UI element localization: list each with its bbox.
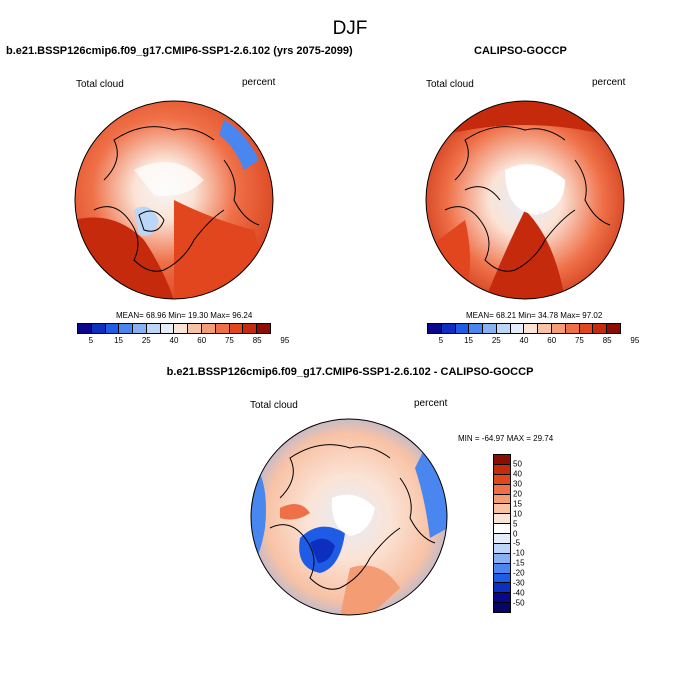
panel3-colorbar-tick-label: 10	[513, 509, 522, 519]
panel1-polar-map	[74, 100, 274, 300]
panel2-colorbar-segment	[455, 324, 470, 333]
panel3-colorbar-tick-label: -15	[513, 558, 525, 568]
panel1-colorbar-ticks: 5 15 25 40 60 75 85 95	[77, 336, 290, 348]
panel2-right-label: percent	[592, 77, 626, 88]
panel1-colorbar-segment	[243, 324, 258, 333]
panel3-colorbar-tick-label: 50	[513, 459, 522, 469]
panel1-colorbar-segment	[160, 324, 175, 333]
panel2-colorbar-tick-label: 25	[491, 336, 501, 345]
panel2-colorbar-segment	[552, 324, 566, 333]
panel2-colorbar-segment	[441, 324, 456, 333]
panel3-colorbar-segment	[494, 603, 510, 612]
panel1-title: b.e21.BSSP126cmip6.f09_g17.CMIP6-SSP1-2.…	[6, 45, 353, 57]
panel1-colorbar-segment	[229, 324, 244, 333]
panel1-colorbar-tick-label: 25	[141, 336, 151, 345]
panel2-title: CALIPSO-GOCCP	[474, 45, 567, 57]
panel1-colorbar-segment	[105, 324, 120, 333]
panel3-colorbar-tick-label: -30	[513, 578, 525, 588]
panel2-colorbar-segment	[496, 324, 511, 333]
panel1-colorbar-segment	[257, 324, 270, 333]
panel1-colorbar-tick-label: 95	[280, 336, 290, 345]
panel1-colorbar-tick-label: 5	[88, 336, 94, 345]
panel2-colorbar-segment	[607, 324, 620, 333]
panel2-colorbar-tick-label: 40	[519, 336, 529, 345]
panel2-colorbar-tick-label: 5	[438, 336, 444, 345]
panel1-colorbar-segment	[91, 324, 106, 333]
panel1-colorbar-tick-label: 85	[252, 336, 262, 345]
panel1-colorbar	[77, 323, 271, 334]
panel2-colorbar-tick-label: 15	[464, 336, 474, 345]
panel3-left-label: Total cloud	[250, 400, 298, 411]
panel1-colorbar-segment	[174, 324, 189, 333]
panel3-colorbar-segment	[494, 464, 510, 475]
panel3-colorbar-tick-label: 40	[513, 469, 522, 479]
panel2-colorbar-segment	[579, 324, 594, 333]
panel2-colorbar-tick-label: 85	[602, 336, 612, 345]
panel2-stats: MEAN= 68.21 Min= 34.78 Max= 97.02	[466, 311, 603, 320]
panel1-colorbar-segment	[188, 324, 203, 333]
panel1-colorbar-segment	[146, 324, 161, 333]
panel1-colorbar-segment	[78, 324, 92, 333]
panel3-colorbar-tick-label: 5	[513, 519, 518, 529]
panel2-colorbar-tick-label: 95	[630, 336, 640, 345]
panel2-polar-map	[425, 100, 625, 300]
panel3-colorbar-segment	[494, 583, 510, 594]
panel3-colorbar-segment	[494, 573, 510, 584]
panel3-colorbar-tick-label: 0	[513, 529, 518, 538]
panel1-colorbar-segment	[202, 324, 216, 333]
panel1-colorbar-tick-label: 40	[169, 336, 179, 345]
panel3-colorbar-tick-label: 30	[513, 479, 522, 489]
panel3-colorbar-segment	[494, 534, 510, 544]
panel3-colorbar-segment	[494, 494, 510, 505]
panel3-colorbar-segment	[494, 484, 510, 495]
panel3-colorbar-segment	[494, 514, 510, 525]
panel3-colorbar-segment	[494, 474, 510, 485]
panel1-colorbar-segment	[133, 324, 147, 333]
panel3-colorbar-segment	[494, 504, 510, 515]
panel2-colorbar	[427, 323, 621, 334]
panel1-left-label: Total cloud	[76, 79, 124, 90]
panel1-colorbar-tick-label: 60	[197, 336, 207, 345]
panel3-polar-map	[250, 418, 448, 616]
panel2-colorbar-tick-label: 75	[574, 336, 584, 345]
panel3-colorbar-segment	[494, 563, 510, 574]
panel2-colorbar-segment	[593, 324, 608, 333]
panel1-colorbar-segment	[215, 324, 230, 333]
panel3-colorbar-segment	[494, 524, 510, 534]
panel2-colorbar-segment	[483, 324, 497, 333]
panel3-colorbar-segment	[494, 593, 510, 604]
panel3-colorbar-segment	[494, 553, 510, 564]
panel2-colorbar-tick-label: 60	[547, 336, 557, 345]
panel2-left-label: Total cloud	[426, 79, 474, 90]
panel2-colorbar-segment	[428, 324, 442, 333]
panel3-colorbar	[493, 454, 511, 613]
panel2-colorbar-segment	[565, 324, 580, 333]
panel3-colorbar-segment	[494, 455, 510, 465]
panel2-colorbar-segment	[524, 324, 539, 333]
panel3-right-label: percent	[414, 398, 448, 409]
panel1-colorbar-tick-label: 75	[224, 336, 234, 345]
panel3-colorbar-tick-label: -10	[513, 548, 525, 558]
panel1-stats: MEAN= 68.96 Min= 19.30 Max= 96.24	[116, 311, 253, 320]
panel2-colorbar-segment	[510, 324, 525, 333]
panel3-colorbar-segment	[494, 543, 510, 554]
panel3-title: b.e21.BSSP126cmip6.f09_g17.CMIP6-SSP1-2.…	[166, 366, 534, 378]
panel1-colorbar-segment	[119, 324, 134, 333]
panel3-colorbar-tick-label: 15	[513, 499, 522, 509]
panel2-colorbar-segment	[469, 324, 484, 333]
panel2-colorbar-ticks: 5 15 25 40 60 75 85 95	[427, 336, 640, 348]
panel3-colorbar-tick-label: -50	[513, 598, 525, 608]
panel2-colorbar-segment	[538, 324, 553, 333]
panel3-stats: MIN = -64.97 MAX = 29.74	[458, 434, 554, 443]
panel3-colorbar-tick-label: 20	[513, 489, 522, 499]
panel3-colorbar-tick-label: -40	[513, 588, 525, 598]
page-title: DJF	[332, 18, 368, 39]
panel3-colorbar-ticks: 50 40 30 20 15 10 5 0 -5 -10 -15 -20 -30 -40 -50	[513, 454, 543, 613]
panel3-colorbar-tick-label: -20	[513, 568, 525, 578]
panel1-right-label: percent	[242, 77, 276, 88]
panel3-colorbar-tick-label: -5	[513, 538, 521, 548]
panel1-colorbar-tick-label: 15	[114, 336, 124, 345]
